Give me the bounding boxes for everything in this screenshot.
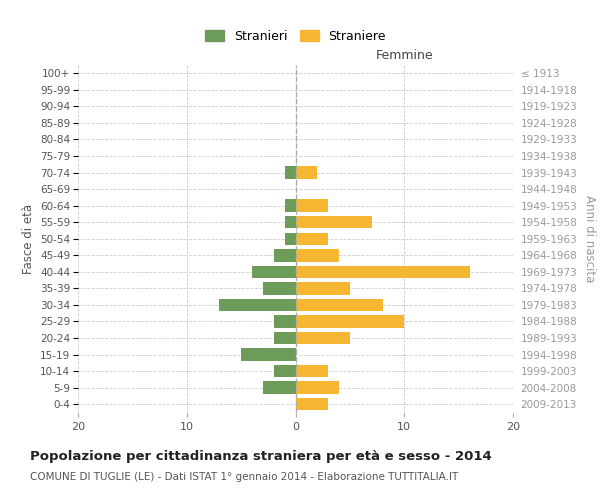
Bar: [263, 382, 296, 394]
Bar: [296, 316, 404, 328]
Bar: [220, 298, 296, 311]
Bar: [274, 249, 296, 262]
Bar: [296, 382, 339, 394]
Bar: [284, 166, 296, 179]
Text: Popolazione per cittadinanza straniera per età e sesso - 2014: Popolazione per cittadinanza straniera p…: [30, 450, 492, 463]
Bar: [296, 365, 328, 378]
Y-axis label: Anni di nascita: Anni di nascita: [583, 195, 596, 282]
Bar: [296, 200, 328, 212]
Bar: [296, 216, 371, 228]
Bar: [296, 166, 317, 179]
Bar: [241, 348, 296, 361]
Bar: [274, 316, 296, 328]
Bar: [252, 266, 296, 278]
Bar: [296, 398, 328, 410]
Y-axis label: Fasce di età: Fasce di età: [22, 204, 35, 274]
Bar: [284, 232, 296, 245]
Bar: [296, 232, 328, 245]
Bar: [296, 332, 350, 344]
Text: COMUNE DI TUGLIE (LE) - Dati ISTAT 1° gennaio 2014 - Elaborazione TUTTITALIA.IT: COMUNE DI TUGLIE (LE) - Dati ISTAT 1° ge…: [30, 472, 458, 482]
Legend: Stranieri, Straniere: Stranieri, Straniere: [205, 30, 386, 43]
Bar: [296, 249, 339, 262]
Bar: [284, 216, 296, 228]
Bar: [274, 332, 296, 344]
Bar: [296, 282, 350, 294]
Bar: [263, 282, 296, 294]
Bar: [274, 365, 296, 378]
Bar: [284, 200, 296, 212]
Text: Femmine: Femmine: [376, 48, 433, 62]
Bar: [296, 266, 470, 278]
Bar: [296, 298, 383, 311]
